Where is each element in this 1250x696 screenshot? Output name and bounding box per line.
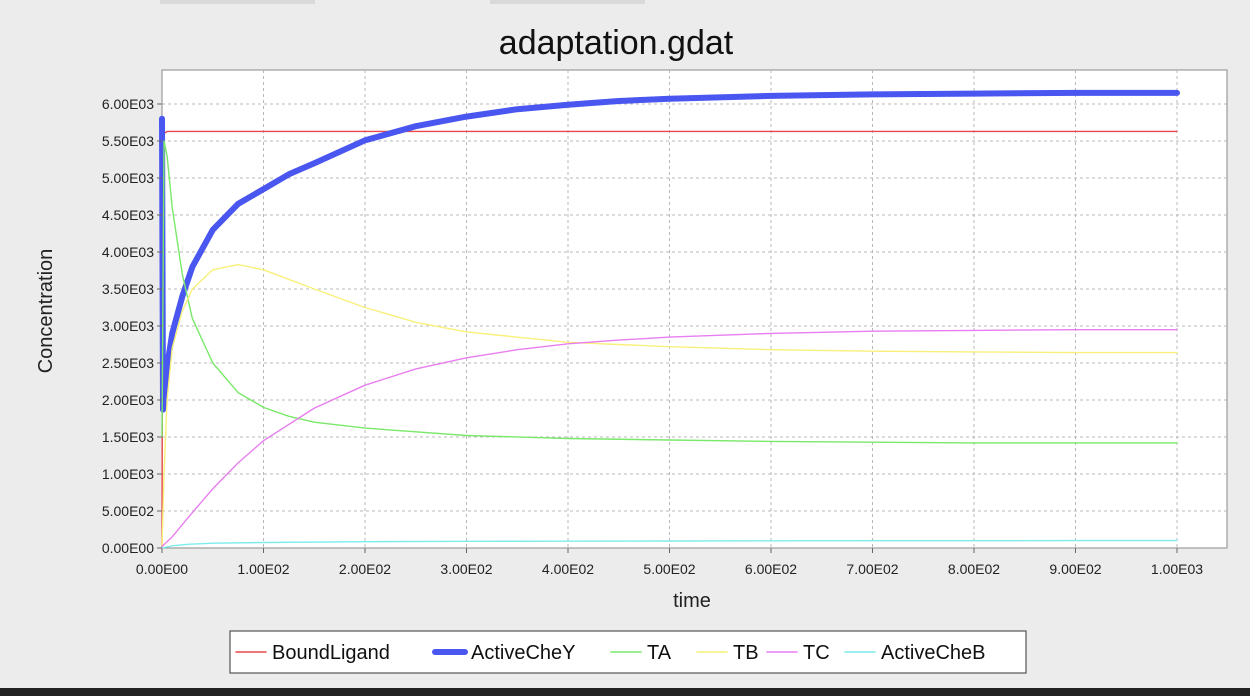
series-line-tb <box>161 263 1178 549</box>
x-tick-label: 3.00E02 <box>440 561 492 577</box>
x-tick-label: 1.00E03 <box>1151 561 1203 577</box>
plot-area <box>161 69 1228 549</box>
grid-lines <box>162 70 1227 548</box>
window-bottom-border <box>0 688 1250 696</box>
series-line-activechey <box>159 89 1180 413</box>
legend-label: BoundLigand <box>272 642 390 664</box>
y-tick-label: 5.00E02 <box>102 503 154 519</box>
x-tick-label: 9.00E02 <box>1049 561 1101 577</box>
x-tick-label: 4.00E02 <box>542 561 594 577</box>
series-line-ta <box>161 140 1178 444</box>
axes: 0.00E00 1.00E02 2.00E02 3.00E02 4.00E02 5.00E… <box>102 96 1203 577</box>
y-tick-label: 2.50E03 <box>102 355 154 371</box>
legend: BoundLigand ActiveCheY TA TB TC ActiveCheB <box>229 630 1027 674</box>
y-axis-label: Concentration <box>35 249 57 374</box>
y-tick-label: 6.00E03 <box>102 96 154 112</box>
legend-label: TB <box>733 642 759 664</box>
tab-stub[interactable] <box>490 0 645 4</box>
legend-label: TA <box>647 642 672 664</box>
y-tick-label: 2.00E03 <box>102 392 154 408</box>
y-tick-label: 5.50E03 <box>102 133 154 149</box>
series-line-activecheb <box>161 539 1178 549</box>
legend-label: ActiveCheB <box>881 642 986 664</box>
chart-title: adaptation.gdat <box>499 24 734 62</box>
x-tick-label: 2.00E02 <box>339 561 391 577</box>
x-tick-label: 5.00E02 <box>643 561 695 577</box>
y-tick-label: 0.00E00 <box>102 540 154 556</box>
series-line-tc <box>161 329 1178 548</box>
y-tick-label: 5.00E03 <box>102 170 154 186</box>
x-tick-label: 0.00E00 <box>136 561 188 577</box>
x-axis-label: time <box>673 590 711 612</box>
y-tick-label: 1.00E03 <box>102 466 154 482</box>
y-tick-label: 3.50E03 <box>102 281 154 297</box>
y-tick-label: 4.00E03 <box>102 244 154 260</box>
x-tick-label: 8.00E02 <box>948 561 1000 577</box>
x-tick-label: 1.00E02 <box>237 561 289 577</box>
tab-stub[interactable] <box>160 0 315 4</box>
series-lines <box>159 89 1180 549</box>
y-tick-label: 1.50E03 <box>102 429 154 445</box>
y-tick-label: 3.00E03 <box>102 318 154 334</box>
legend-label: TC <box>803 642 830 664</box>
x-tick-label: 6.00E02 <box>745 561 797 577</box>
y-tick-label: 4.50E03 <box>102 207 154 223</box>
legend-label: ActiveCheY <box>471 642 576 664</box>
x-tick-label: 7.00E02 <box>846 561 898 577</box>
